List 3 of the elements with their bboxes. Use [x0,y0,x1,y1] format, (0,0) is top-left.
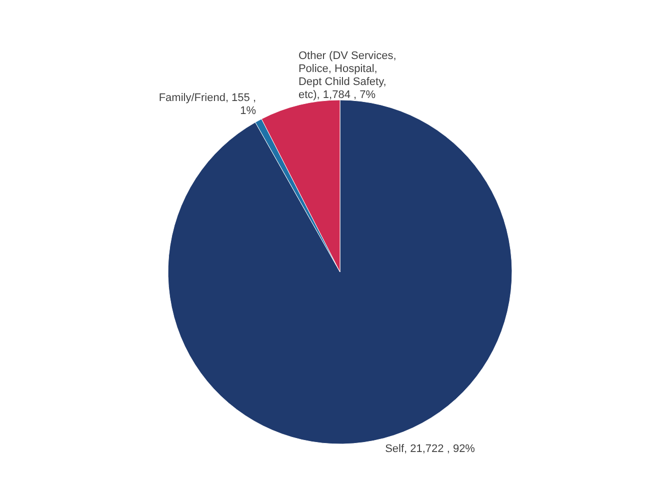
slice-label: Family/Friend, 155 , 1% [158,92,256,118]
slice-label: Self, 21,722 , 92% [385,443,476,456]
slice-label: Other (DV Services, Police, Hospital, Dept Child Safety, etc), 1,784 , 7% [298,50,396,101]
